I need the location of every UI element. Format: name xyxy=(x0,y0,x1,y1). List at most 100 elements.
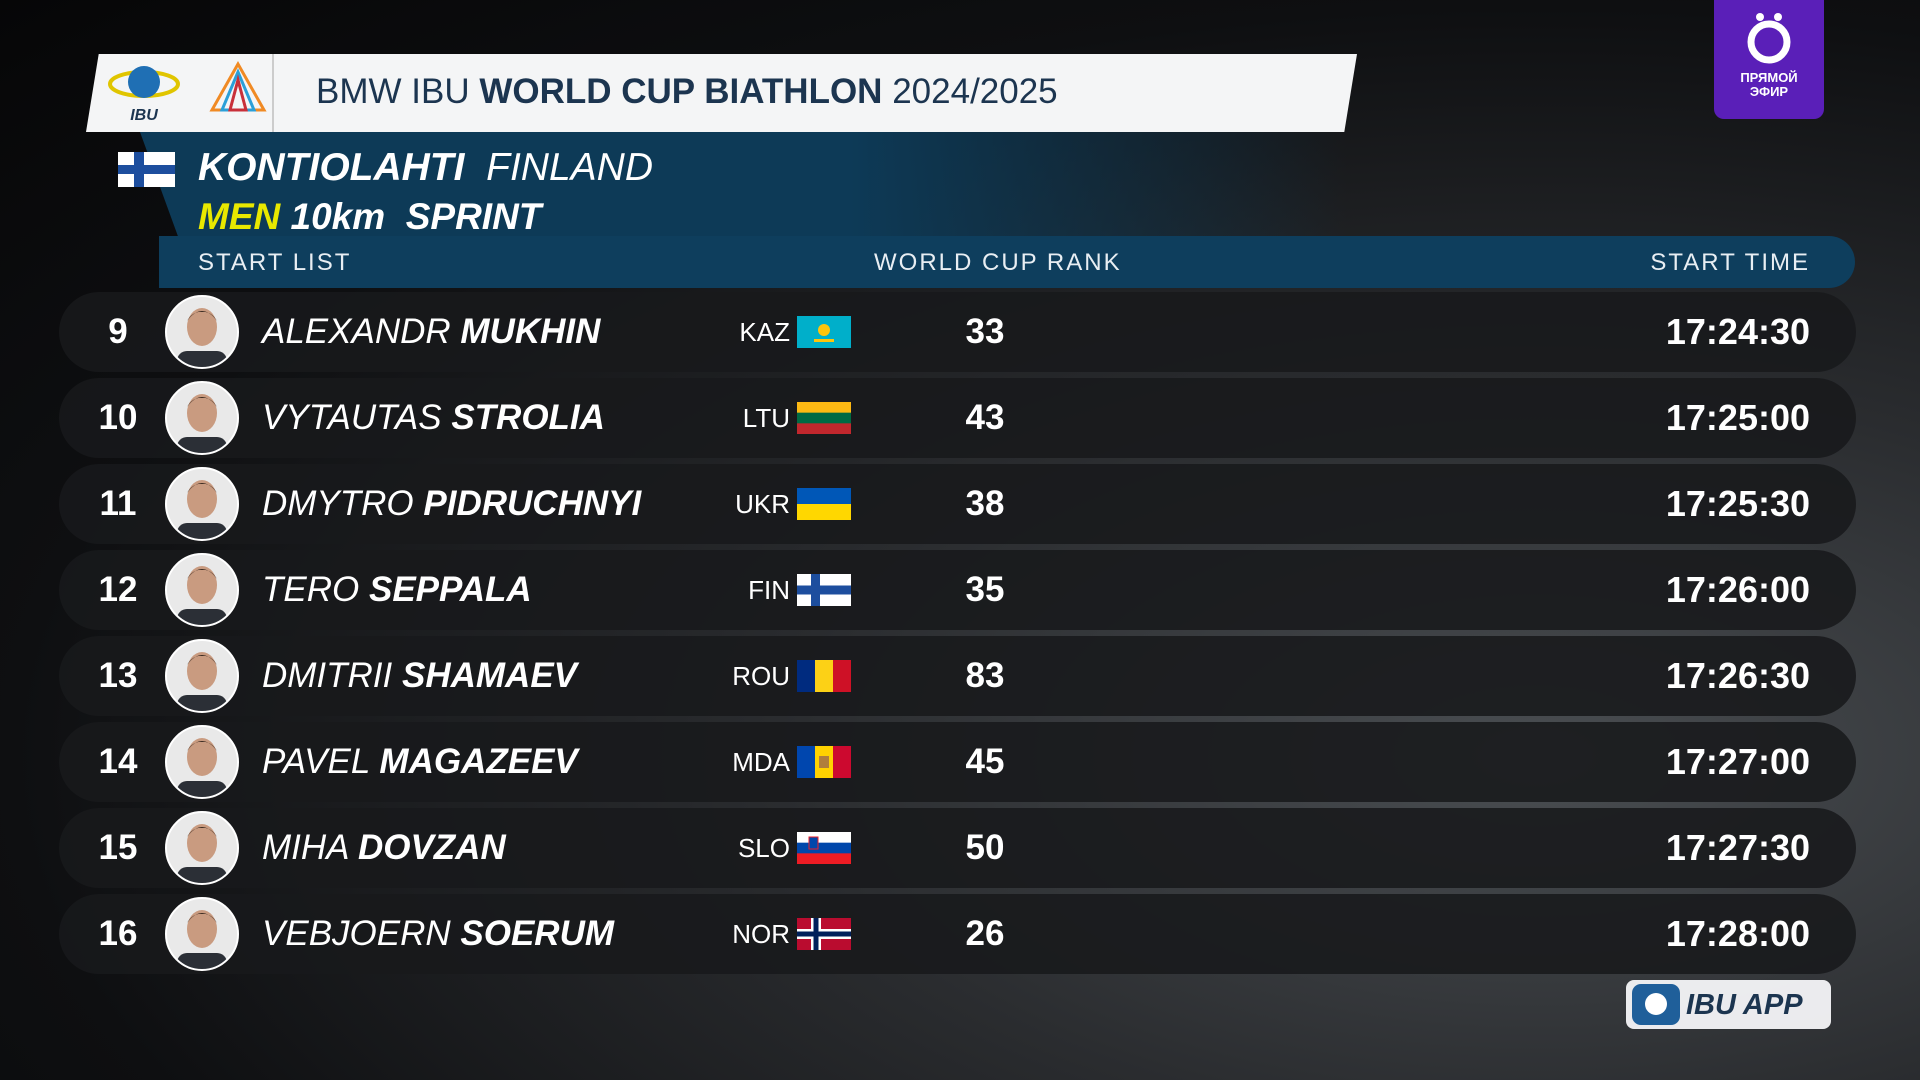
world-cup-rank: 83 xyxy=(965,656,1005,695)
last-name: MAGAZEEV xyxy=(379,742,578,781)
athlete-row: 9 ALEXANDR MUKHIN KAZ 33 17:24:30 xyxy=(59,292,1856,372)
bib: 14 xyxy=(98,742,138,781)
last-name: STROLIA xyxy=(451,398,605,437)
nation-flag xyxy=(797,918,851,955)
bib: 12 xyxy=(98,570,138,609)
title-season: 2024/2025 xyxy=(892,72,1058,111)
athlete-name: DMYTRO PIDRUCHNYI xyxy=(262,464,641,544)
athlete-photo xyxy=(165,553,239,627)
distance: 10km xyxy=(290,196,386,237)
venue-line: KONTIOLAHTI FINLAND xyxy=(198,146,653,190)
column-header-bar xyxy=(159,236,1855,288)
athlete-name: ALEXANDR MUKHIN xyxy=(262,292,600,372)
last-name: DOVZAN xyxy=(357,828,506,867)
nation-flag xyxy=(797,746,852,783)
bib: 10 xyxy=(98,398,138,437)
nation-code: ROU xyxy=(732,661,790,691)
world-cup-rank: 38 xyxy=(965,484,1005,523)
start-time: 17:25:00 xyxy=(1665,397,1810,438)
last-name: MUKHIN xyxy=(460,312,601,351)
last-name: SOERUM xyxy=(460,914,615,953)
badge-line: ПРЯМОЙ xyxy=(1740,70,1798,85)
athlete-name: MIHA DOVZAN xyxy=(262,808,506,888)
badge-line: ЭФИР xyxy=(1749,84,1789,99)
nation-code: LTU xyxy=(742,403,790,433)
nation-code: NOR xyxy=(732,919,790,949)
app-badge: IBU APP xyxy=(1626,980,1831,1029)
ibu-logo: IBU xyxy=(108,66,180,124)
venue: KONTIOLAHTI xyxy=(198,146,465,189)
bib: 15 xyxy=(98,828,138,867)
athlete-photo xyxy=(165,381,239,455)
athlete-photo xyxy=(165,639,239,713)
last-name: SEPPALA xyxy=(368,570,532,609)
athlete-name: DMITRII SHAMAEV xyxy=(262,636,577,716)
start-time: 17:24:30 xyxy=(1665,311,1810,352)
bib: 16 xyxy=(98,914,138,953)
nation-code: FIN xyxy=(748,575,790,605)
divider xyxy=(272,54,274,132)
athlete-row: 12 TERO SEPPALA FIN 35 17:26:00 xyxy=(59,550,1856,630)
nation-flag xyxy=(797,316,851,353)
athlete-row: 13 DMITRII SHAMAEV ROU 83 17:26:30 xyxy=(59,636,1856,716)
athlete-photo xyxy=(165,295,239,369)
app-icon xyxy=(1632,984,1680,1025)
nation-code: MDA xyxy=(732,747,790,777)
first-name: TERO xyxy=(262,570,360,609)
world-cup-rank: 35 xyxy=(965,570,1005,609)
first-name: PAVEL xyxy=(262,742,370,781)
channel-logo xyxy=(1747,13,1791,64)
last-name: PIDRUCHNYI xyxy=(423,484,642,523)
nation-code: SLO xyxy=(737,833,790,863)
start-time: 17:25:30 xyxy=(1665,483,1810,524)
last-name: SHAMAEV xyxy=(402,656,578,695)
first-name: ALEXANDR xyxy=(262,312,451,351)
gender: MEN xyxy=(198,196,281,237)
athlete-name: PAVEL MAGAZEEV xyxy=(262,722,578,802)
first-name: DMYTRO xyxy=(262,484,414,523)
world-cup-rank: 26 xyxy=(965,914,1005,953)
first-name: VYTAUTAS xyxy=(262,398,442,437)
nation-flag xyxy=(797,832,851,869)
start-time: 17:26:30 xyxy=(1665,655,1810,696)
channel-badge: ПРЯМОЙ ЭФИР xyxy=(1714,0,1824,119)
app-text: IBU APP xyxy=(1686,989,1803,1021)
bib: 9 xyxy=(108,312,128,351)
athlete-photo xyxy=(165,467,239,541)
athlete-row: 16 VEBJOERN SOERUM NOR 26 17:28:00 xyxy=(59,894,1856,974)
world-cup-rank: 45 xyxy=(965,742,1005,781)
athlete-row: 15 MIHA DOVZAN SLO 50 17:27:30 xyxy=(59,808,1856,888)
header-bar: IBU xyxy=(86,54,1357,132)
event-flag xyxy=(118,152,175,187)
venue-logo xyxy=(209,60,267,112)
athlete-name: TERO SEPPALA xyxy=(262,550,532,630)
nation-code: UKR xyxy=(735,489,790,519)
discipline: SPRINT xyxy=(405,196,542,237)
world-cup-rank: 43 xyxy=(965,398,1005,437)
start-time: 17:28:00 xyxy=(1665,913,1810,954)
nation-code: KAZ xyxy=(739,317,790,347)
athlete-photo xyxy=(165,811,239,885)
athlete-name: VEBJOERN SOERUM xyxy=(262,894,614,974)
column-header: WORLD CUP RANK xyxy=(874,249,1122,276)
world-cup-rank: 50 xyxy=(965,828,1005,867)
athlete-name: VYTAUTAS STROLIA xyxy=(262,378,605,458)
country: FINLAND xyxy=(486,146,653,189)
title-prefix: BMW IBU xyxy=(316,72,470,111)
first-name: MIHA xyxy=(262,828,349,867)
logo-text: IBU xyxy=(130,107,158,124)
start-time: 17:27:00 xyxy=(1665,741,1810,782)
nation-flag xyxy=(797,402,851,439)
athlete-row: 11 DMYTRO PIDRUCHNYI UKR 38 17:25:30 xyxy=(59,464,1856,544)
athlete-photo xyxy=(165,897,239,971)
first-name: DMITRII xyxy=(262,656,393,695)
column-header: START LIST xyxy=(198,249,352,276)
start-time: 17:27:30 xyxy=(1665,827,1810,868)
bib: 11 xyxy=(99,484,137,523)
athlete-row: 10 VYTAUTAS STROLIA LTU 43 17:25:00 xyxy=(59,378,1856,458)
athlete-photo xyxy=(165,725,239,799)
nation-flag xyxy=(797,660,852,697)
title-bold: WORLD CUP BIATHLON xyxy=(479,72,883,111)
first-name: VEBJOERN xyxy=(262,914,451,953)
